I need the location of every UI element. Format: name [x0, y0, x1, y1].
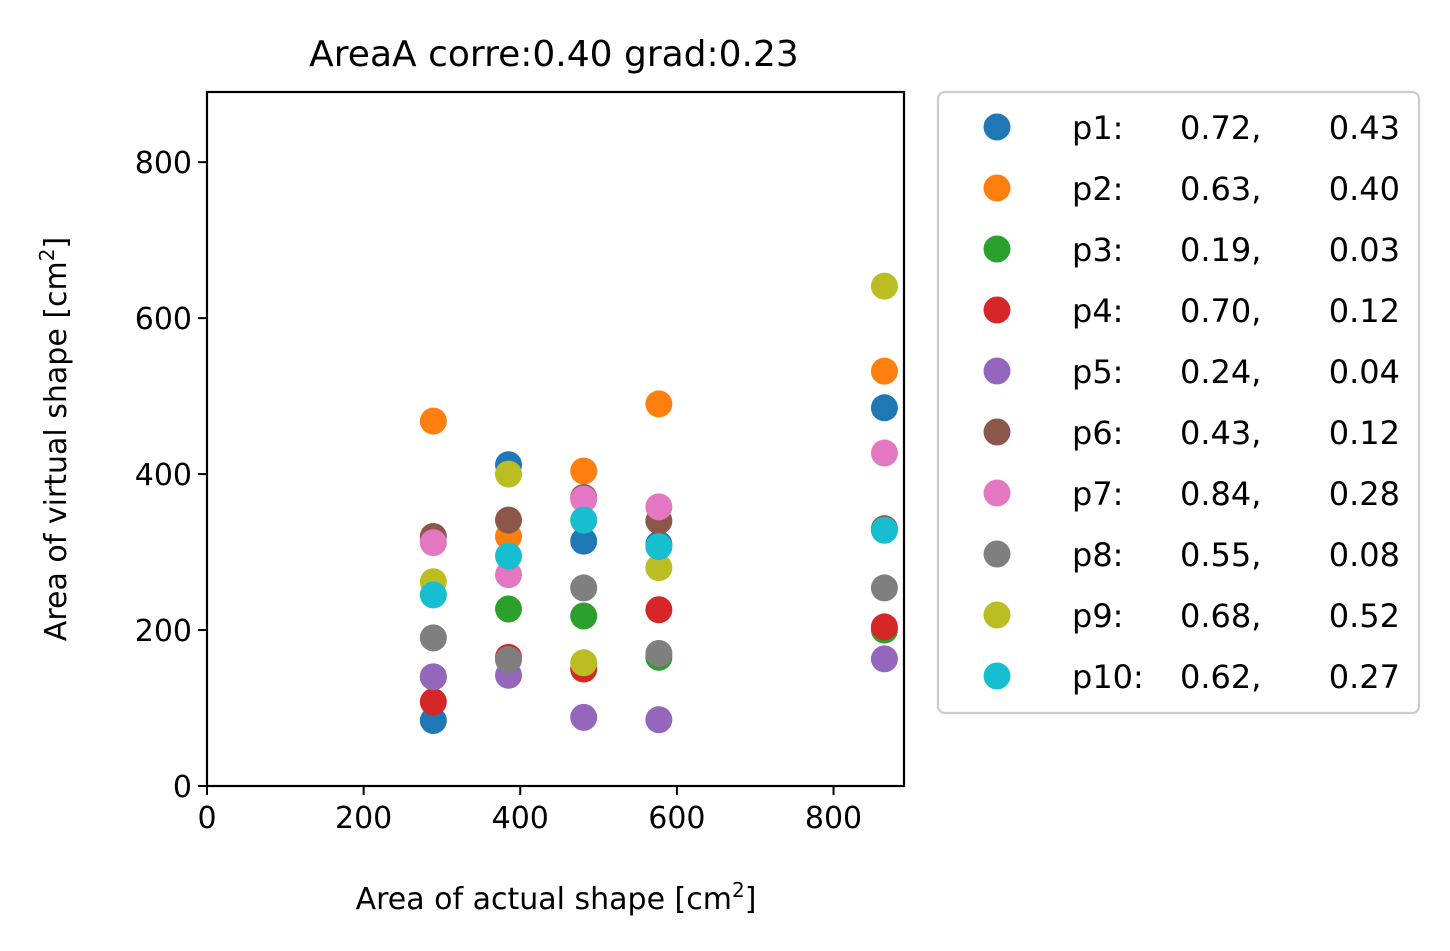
point-series-2-1: [419, 407, 447, 435]
point-series-1-5: [870, 394, 898, 422]
legend-value-2-4: 0.12: [1329, 292, 1400, 330]
point-series-10-2: [495, 542, 523, 570]
legend-label-9: p9:: [1072, 597, 1123, 635]
legend-value-2-1: 0.43: [1329, 109, 1400, 147]
legend-marker-5: [983, 357, 1011, 385]
legend-marker-6: [983, 418, 1011, 446]
legend-marker-4: [983, 296, 1011, 324]
x-tick-label: 0: [197, 801, 216, 836]
legend-label-2: p2:: [1072, 170, 1123, 208]
y-tick-label: 200: [135, 614, 192, 649]
point-series-9-2: [495, 460, 523, 488]
y-tick-label: 400: [135, 458, 192, 493]
point-series-5-4: [645, 706, 673, 734]
x-tick-label: 200: [335, 801, 392, 836]
point-series-5-3: [570, 703, 598, 731]
point-series-2-4: [645, 390, 673, 418]
point-series-10-3: [570, 506, 598, 534]
point-series-10-1: [419, 581, 447, 609]
x-tick-label: 600: [648, 801, 705, 836]
x-axis-ticks: 0 200 400 600 800: [197, 786, 862, 836]
point-series-7-3: [570, 485, 598, 513]
legend-value-2-7: 0.28: [1329, 475, 1400, 513]
legend-marker-2: [983, 174, 1011, 202]
legend-label-7: p7:: [1072, 475, 1123, 513]
legend-value-1-9: 0.68,: [1180, 597, 1261, 635]
legend-box: [936, 90, 1421, 715]
point-series-5-5: [870, 645, 898, 673]
y-tick-label: 0: [173, 770, 192, 805]
legend-value-2-10: 0.27: [1329, 658, 1400, 696]
legend-marker-1: [983, 113, 1011, 141]
legend-label-5: p5:: [1072, 353, 1123, 391]
data-points: [419, 272, 898, 734]
legend-value-2-2: 0.40: [1329, 170, 1400, 208]
legend-value-1-6: 0.43,: [1180, 414, 1261, 452]
legend-label-8: p8:: [1072, 536, 1123, 574]
y-axis-ticks: 0 200 400 600 800: [135, 146, 207, 805]
legend-label-10: p10:: [1072, 658, 1144, 696]
point-series-7-5: [870, 439, 898, 467]
point-series-9-3: [570, 649, 598, 677]
point-series-7-4: [645, 493, 673, 521]
legend-label-6: p6:: [1072, 414, 1123, 452]
x-tick-label: 800: [805, 801, 862, 836]
point-series-4-4: [645, 596, 673, 624]
legend-value-1-4: 0.70,: [1180, 292, 1261, 330]
point-series-2-5: [870, 357, 898, 385]
point-series-4-1: [419, 688, 447, 716]
legend-value-1-10: 0.62,: [1180, 658, 1261, 696]
point-series-10-5: [870, 516, 898, 544]
point-series-1-3: [570, 527, 598, 555]
x-tick-label: 400: [492, 801, 549, 836]
legend-marker-3: [983, 235, 1011, 263]
point-series-9-4: [645, 554, 673, 582]
y-tick-label: 600: [135, 302, 192, 337]
legend: p1: 0.72, 0.43 p2: 0.63, 0.40 p3: 0.19, 0.03 p4: 0…: [936, 90, 1421, 715]
point-series-7-1: [419, 529, 447, 557]
point-series-7-2: [495, 561, 523, 589]
point-series-2-3: [570, 457, 598, 485]
point-series-8-4: [645, 639, 673, 667]
legend-marker-10: [983, 662, 1011, 690]
legend-value-1-8: 0.55,: [1180, 536, 1261, 574]
point-series-8-3: [570, 574, 598, 602]
point-series-1-1: [419, 706, 447, 734]
point-series-4-5: [870, 613, 898, 641]
legend-value-1-5: 0.24,: [1180, 353, 1261, 391]
y-axis-label: Area of virtual shape [cm2]: [35, 237, 74, 641]
legend-value-1-2: 0.63,: [1180, 170, 1261, 208]
legend-marker-9: [983, 601, 1011, 629]
point-series-9-5: [870, 272, 898, 300]
point-series-3-2: [495, 595, 523, 623]
point-series-10-4: [645, 533, 673, 561]
legend-value-1-1: 0.72,: [1180, 109, 1261, 147]
plot-frame: [205, 90, 906, 788]
point-series-5-1: [419, 663, 447, 691]
legend-value-2-6: 0.12: [1329, 414, 1400, 452]
y-tick-label: 800: [135, 146, 192, 181]
point-series-8-2: [495, 646, 523, 674]
legend-marker-8: [983, 540, 1011, 568]
point-series-8-5: [870, 574, 898, 602]
point-series-6-2: [495, 506, 523, 534]
legend-value-1-7: 0.84,: [1180, 475, 1261, 513]
legend-value-2-8: 0.08: [1329, 536, 1400, 574]
legend-value-2-3: 0.03: [1329, 231, 1400, 269]
legend-label-4: p4:: [1072, 292, 1123, 330]
x-axis-label: Area of actual shape [cm2]: [356, 878, 757, 917]
legend-marker-7: [983, 479, 1011, 507]
legend-value-2-9: 0.52: [1329, 597, 1400, 635]
chart-title: AreaA corre:0.40 grad:0.23: [309, 34, 799, 75]
point-series-3-3: [570, 602, 598, 630]
point-series-8-1: [419, 624, 447, 652]
legend-items: p1: 0.72, 0.43 p2: 0.63, 0.40 p3: 0.19, 0.03 p4: 0…: [983, 109, 1400, 696]
legend-label-1: p1:: [1072, 109, 1123, 147]
legend-value-1-3: 0.19,: [1180, 231, 1261, 269]
legend-label-3: p3:: [1072, 231, 1123, 269]
legend-value-2-5: 0.04: [1329, 353, 1400, 391]
